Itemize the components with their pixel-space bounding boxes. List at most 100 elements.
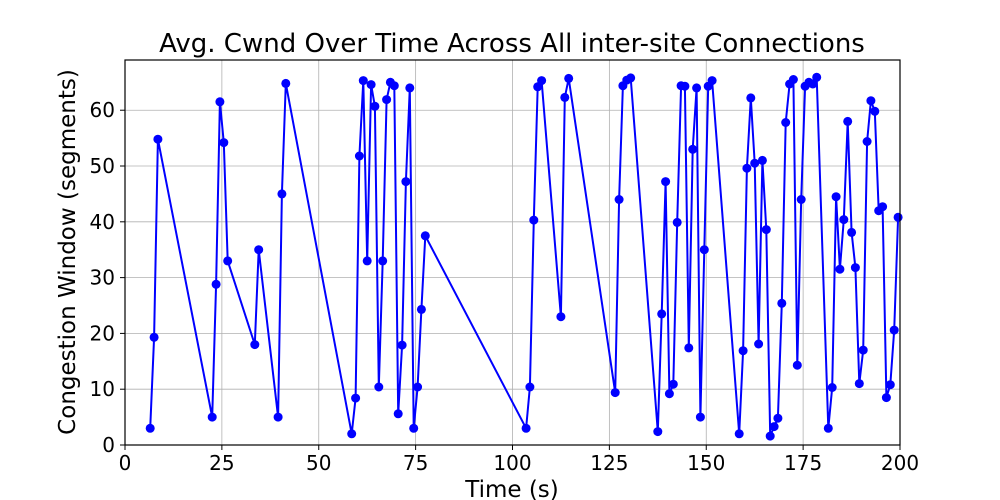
data-point	[413, 382, 423, 392]
data-point	[610, 388, 620, 398]
data-point	[416, 304, 426, 314]
data-point	[812, 72, 822, 82]
data-point	[823, 423, 833, 433]
data-point	[788, 75, 798, 84]
data-point	[750, 158, 760, 168]
data-point	[878, 202, 888, 212]
data-point	[862, 137, 872, 146]
x-tick-label: 125	[590, 451, 628, 475]
data-point	[366, 80, 376, 90]
data-point	[153, 134, 163, 144]
y-tick-label: 40	[90, 210, 115, 234]
data-point	[521, 423, 531, 433]
data-point	[692, 83, 702, 93]
data-point	[397, 340, 407, 350]
data-point	[277, 189, 287, 199]
data-point	[866, 96, 876, 106]
data-point	[223, 256, 233, 266]
x-tick-label: 75	[403, 451, 428, 475]
data-point	[250, 340, 260, 350]
y-tick-label: 20	[90, 321, 115, 345]
data-point	[351, 393, 361, 403]
data-point	[792, 360, 802, 370]
data-point	[808, 79, 818, 89]
data-point	[707, 76, 717, 86]
x-tick-label: 200	[881, 451, 919, 475]
data-point	[409, 423, 419, 433]
data-point	[761, 225, 771, 235]
data-point	[525, 382, 535, 392]
data-point	[657, 309, 667, 319]
data-point	[564, 73, 574, 83]
data-point	[273, 412, 283, 422]
data-point	[614, 195, 624, 204]
data-point	[626, 73, 636, 83]
data-point	[358, 76, 368, 86]
y-tick-label: 50	[90, 154, 115, 178]
data-point	[695, 412, 705, 422]
data-point	[777, 298, 787, 308]
data-point	[382, 95, 392, 105]
data-point	[881, 393, 891, 403]
series-layer	[145, 72, 903, 441]
data-point	[684, 343, 694, 353]
data-point	[420, 231, 430, 241]
data-point	[211, 279, 221, 289]
data-point	[374, 382, 384, 392]
data-point	[827, 383, 837, 392]
data-point	[688, 144, 698, 154]
data-point	[889, 325, 899, 335]
data-point	[354, 151, 364, 161]
y-axis-title: Congestion Window (segments)	[55, 69, 81, 435]
data-point	[370, 101, 380, 111]
data-point	[393, 409, 403, 419]
x-tick-label: 100	[493, 451, 531, 475]
data-point	[668, 379, 678, 389]
data-point	[839, 215, 849, 225]
data-point	[378, 256, 388, 266]
data-point	[362, 256, 372, 266]
data-point	[754, 339, 764, 349]
y-tick-label: 10	[90, 377, 115, 401]
data-point	[773, 413, 783, 423]
data-point	[885, 380, 895, 390]
x-tick-label: 25	[209, 451, 234, 475]
ticks: 0 25 50 75 100 125 150 175 200 0 10 20 30 40 50 60	[90, 98, 920, 475]
x-axis-title: Time (s)	[464, 477, 559, 500]
data-point	[672, 217, 682, 227]
data-point	[401, 177, 411, 187]
data-point	[680, 81, 690, 91]
data-point	[742, 163, 752, 173]
y-tick-label: 0	[102, 433, 115, 457]
data-point	[389, 81, 399, 91]
data-point	[281, 78, 291, 88]
data-point	[831, 192, 841, 202]
data-point	[149, 332, 159, 342]
data-point	[847, 227, 857, 237]
chart-title: Avg. Cwnd Over Time Across All inter-sit…	[159, 29, 865, 59]
data-point	[734, 429, 744, 439]
data-point	[653, 427, 663, 437]
x-tick-label: 50	[306, 451, 331, 475]
data-point	[529, 215, 539, 225]
data-point	[769, 422, 779, 432]
x-tick-label: 0	[119, 451, 132, 475]
data-point	[757, 155, 767, 165]
data-point	[219, 138, 229, 148]
data-point	[858, 345, 868, 355]
data-point	[746, 93, 756, 103]
data-point	[145, 423, 155, 433]
data-point	[850, 263, 860, 273]
data-point	[835, 264, 845, 274]
x-tick-label: 175	[784, 451, 822, 475]
data-point	[854, 379, 864, 389]
x-tick-label: 150	[687, 451, 725, 475]
data-point	[664, 389, 674, 399]
data-point	[843, 116, 853, 126]
data-point	[556, 312, 566, 322]
data-point	[254, 245, 264, 255]
data-point	[661, 177, 671, 187]
y-tick-label: 30	[90, 266, 115, 290]
